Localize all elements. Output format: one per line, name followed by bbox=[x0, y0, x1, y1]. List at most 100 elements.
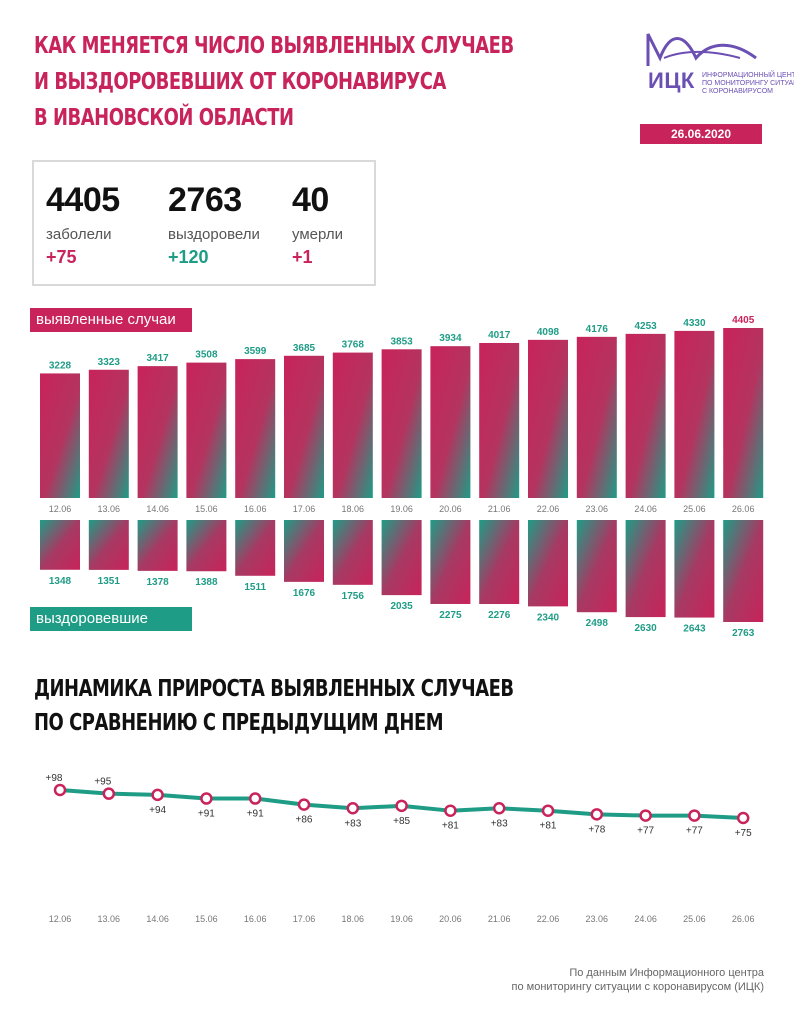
recovered-value-label: 1676 bbox=[293, 588, 316, 599]
stat-recovered: 2763 выздоровели +120 bbox=[168, 180, 260, 268]
stat-value: 2763 bbox=[168, 181, 242, 219]
growth-point bbox=[688, 809, 701, 822]
growth-value-label: +98 bbox=[46, 773, 63, 784]
date-tick-label: 16.06 bbox=[244, 914, 267, 924]
source-line: по мониторингу ситуации с коронавирусом … bbox=[511, 981, 764, 993]
stat-delta: +75 bbox=[46, 247, 77, 267]
growth-point bbox=[151, 788, 164, 802]
growth-point bbox=[248, 792, 262, 805]
logo-subtitle-line: с коронавирусом bbox=[702, 88, 773, 95]
recovered-bar bbox=[284, 520, 324, 582]
date-tick-label: 25.06 bbox=[683, 504, 706, 514]
date-tick-label: 26.06 bbox=[732, 504, 755, 514]
source-note: По данным Информационного центра по мони… bbox=[512, 966, 764, 994]
growth-point bbox=[541, 804, 555, 817]
recovered-value-label: 2340 bbox=[537, 612, 560, 623]
stat-label: умерли bbox=[292, 226, 343, 243]
stat-label: заболели bbox=[46, 226, 112, 243]
recovered-bar bbox=[528, 520, 568, 607]
case-value-label: 3323 bbox=[98, 357, 121, 368]
date-tick-label: 22.06 bbox=[537, 504, 560, 514]
recovered-value-label: 2275 bbox=[439, 610, 462, 621]
case-bar bbox=[528, 339, 568, 498]
stat-label: выздоровели bbox=[168, 226, 260, 243]
logo-subtitle-line: по мониторингу ситуации bbox=[702, 80, 794, 87]
case-bar bbox=[430, 346, 471, 498]
recovered-value-label: 1511 bbox=[244, 582, 266, 593]
stat-infected: 4405 заболели +75 bbox=[46, 180, 120, 268]
summary-box: 4405 заболели +75 2763 выздоровели +120 … bbox=[32, 160, 376, 286]
logo-name: ИЦК bbox=[648, 68, 695, 93]
growth-value-label: +83 bbox=[344, 818, 361, 829]
date-tick-label: 23.06 bbox=[586, 914, 609, 924]
recovered-bar bbox=[381, 520, 422, 596]
legend-recovered: выздоровевшие bbox=[30, 607, 192, 631]
date-tick-label: 17.06 bbox=[293, 914, 316, 924]
stat-deaths: 40 умерли +1 bbox=[292, 180, 343, 268]
cases-bar-chart: 3228 12.06 1348 3323 13.06 1351 3417 14.06 1378 3… bbox=[40, 315, 764, 639]
growth-point bbox=[590, 808, 604, 821]
date-tick-label: 15.06 bbox=[195, 914, 218, 924]
page-title: КАК МЕНЯЕТСЯ ЧИСЛО ВЫЯВЛЕННЫХ СЛУЧАЕВ И … bbox=[34, 28, 594, 136]
case-value-label: 4017 bbox=[488, 330, 511, 341]
recovered-value-label: 2276 bbox=[488, 610, 511, 621]
section-title-line-1: ДИНАМИКА ПРИРОСТА ВЫЯВЛЕННЫХ СЛУЧАЕВ bbox=[34, 676, 514, 702]
logo-wave-icon bbox=[646, 33, 757, 66]
date-tick-label: 12.06 bbox=[49, 504, 72, 514]
growth-value-label: +94 bbox=[149, 805, 166, 816]
case-value-label: 3417 bbox=[146, 353, 169, 364]
title-line-1: КАК МЕНЯЕТСЯ ЧИСЛО ВЫЯВЛЕННЫХ СЛУЧАЕВ bbox=[34, 33, 514, 59]
growth-line-chart: +98 12.06 +95 13.06 +94 14.06 +91 15.06 +91 16.06… bbox=[46, 773, 755, 924]
case-bar bbox=[625, 333, 666, 498]
growth-value-label: +95 bbox=[94, 777, 111, 788]
recovered-bar bbox=[332, 520, 373, 585]
growth-value-label: +91 bbox=[247, 809, 264, 820]
date-tick-label: 14.06 bbox=[146, 504, 169, 514]
date-tick-label: 16.06 bbox=[244, 504, 267, 514]
date-tick-label: 21.06 bbox=[488, 914, 511, 924]
case-bar bbox=[137, 366, 178, 498]
date-tick-label: 17.06 bbox=[293, 504, 316, 514]
logo: ИЦК Информационный центр по мониторингу … bbox=[640, 28, 794, 95]
recovered-bar bbox=[235, 520, 276, 576]
growth-value-label: +81 bbox=[442, 821, 459, 832]
growth-point bbox=[102, 787, 116, 800]
case-value-label: 4330 bbox=[683, 318, 706, 329]
growth-point bbox=[492, 802, 506, 815]
stat-delta: +120 bbox=[168, 247, 209, 267]
recovered-bar bbox=[40, 520, 80, 570]
recovered-bar bbox=[137, 520, 178, 571]
growth-value-label: +77 bbox=[637, 826, 654, 837]
date-tick-label: 23.06 bbox=[586, 504, 609, 514]
stat-value: 40 bbox=[292, 181, 329, 219]
growth-value-label: +75 bbox=[735, 828, 752, 839]
date-tick-label: 21.06 bbox=[488, 504, 511, 514]
date-tick-label: 15.06 bbox=[195, 504, 218, 514]
growth-point bbox=[346, 802, 360, 815]
case-bar bbox=[332, 352, 373, 498]
date-tick-label: 14.06 bbox=[146, 914, 169, 924]
case-bar bbox=[186, 362, 227, 498]
case-bar bbox=[235, 359, 276, 498]
date-badge: 26.06.2020 bbox=[640, 124, 762, 144]
title-line-2: И ВЫЗДОРОВЕВШИХ ОТ КОРОНАВИРУСА bbox=[34, 69, 446, 95]
stat-delta: +1 bbox=[292, 247, 313, 267]
recovered-value-label: 1348 bbox=[49, 576, 72, 587]
growth-value-label: +78 bbox=[588, 824, 605, 835]
logo-subtitle: Информационный центр по мониторингу ситу… bbox=[702, 72, 794, 96]
case-value-label: 3508 bbox=[195, 350, 218, 361]
growth-point bbox=[53, 783, 67, 797]
growth-point bbox=[200, 792, 213, 805]
date-tick-label: 20.06 bbox=[439, 914, 462, 924]
case-bar bbox=[88, 369, 129, 498]
case-value-label: 4405 bbox=[732, 315, 755, 326]
date-tick-label: 13.06 bbox=[98, 504, 121, 514]
growth-value-label: +81 bbox=[540, 821, 557, 832]
recovered-bar bbox=[430, 520, 471, 604]
date-tick-label: 13.06 bbox=[98, 914, 121, 924]
recovered-value-label: 2630 bbox=[634, 623, 657, 634]
recovered-value-label: 2035 bbox=[390, 601, 413, 612]
case-value-label: 3228 bbox=[49, 360, 72, 371]
case-value-label: 4176 bbox=[586, 324, 609, 335]
date-tick-label: 19.06 bbox=[390, 504, 413, 514]
